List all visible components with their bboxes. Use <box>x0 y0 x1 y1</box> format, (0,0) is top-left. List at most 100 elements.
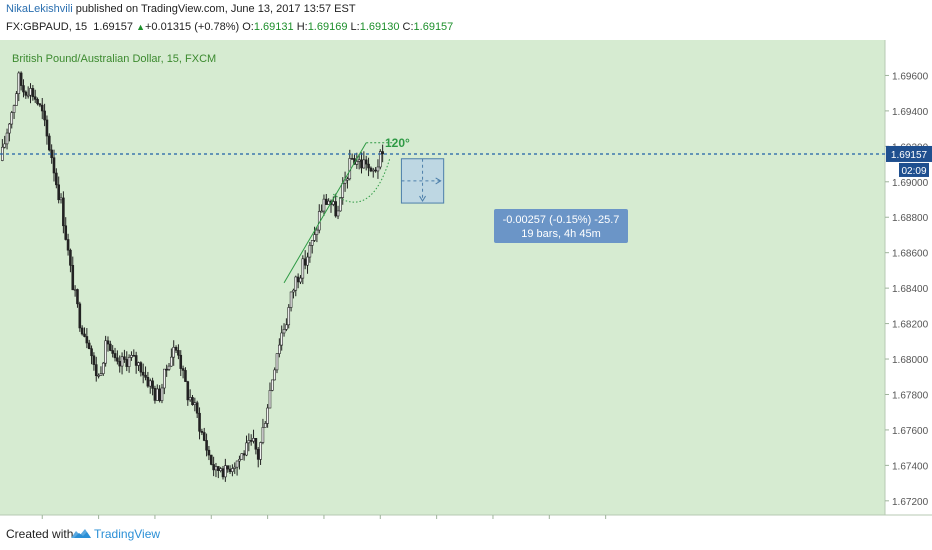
y-tick-label: 1.69400 <box>892 107 929 118</box>
candle <box>125 351 129 372</box>
candle <box>285 318 288 332</box>
candle <box>148 378 152 394</box>
tradingview-logo-icon[interactable] <box>70 526 92 542</box>
candle <box>259 441 262 465</box>
candle <box>111 345 114 358</box>
candle-body <box>362 159 366 169</box>
high-label: H: <box>296 21 308 33</box>
candle-body <box>263 423 267 428</box>
candle <box>12 104 16 119</box>
candle-body <box>343 179 347 184</box>
candle-body <box>78 303 82 329</box>
y-tick-label: 1.67600 <box>892 426 929 437</box>
candle <box>127 354 131 373</box>
countdown-box <box>899 162 929 177</box>
candle-body <box>177 350 180 356</box>
candle <box>101 361 105 376</box>
candle <box>320 204 323 213</box>
candle <box>137 361 140 372</box>
candle-body <box>24 91 28 96</box>
candle <box>226 465 230 473</box>
candle <box>10 110 14 129</box>
drawings[interactable]: 120° -0.00257 (-0.15%) -25.7 19 bars, 4h 4… <box>0 136 932 284</box>
candle <box>198 407 201 440</box>
candle <box>212 456 215 477</box>
candle <box>15 91 18 106</box>
candle-body <box>111 350 114 354</box>
candle <box>36 97 39 106</box>
candle <box>360 152 363 174</box>
candle-body <box>26 94 30 97</box>
candle-body <box>45 119 49 137</box>
candle <box>193 397 197 412</box>
trend-line[interactable] <box>283 142 367 284</box>
candle-body <box>64 225 68 240</box>
candle-body <box>360 159 363 169</box>
candle-body <box>322 198 326 212</box>
candle <box>219 466 222 473</box>
candle <box>233 462 237 474</box>
tradingview-brand[interactable]: TradingView <box>94 527 161 541</box>
candle-body <box>151 380 154 389</box>
candle <box>292 288 295 299</box>
candle-body <box>97 375 100 377</box>
candle-body <box>341 182 345 198</box>
candle <box>52 149 56 182</box>
candle-body <box>266 407 269 424</box>
candle <box>188 389 192 402</box>
last-price: 1.69157 <box>93 21 133 33</box>
candle <box>123 349 126 363</box>
candle <box>3 135 6 149</box>
candle-body <box>273 369 276 381</box>
candle <box>163 368 166 395</box>
candle-body <box>99 373 103 376</box>
candle-body <box>94 364 98 377</box>
candle-body <box>71 265 75 291</box>
candle <box>40 97 44 120</box>
candle <box>118 355 122 373</box>
candle <box>268 382 272 409</box>
candle-body <box>320 210 323 213</box>
candle <box>181 365 185 379</box>
candle <box>8 122 11 142</box>
candle <box>301 255 305 285</box>
candle <box>369 166 373 173</box>
candle-body <box>116 357 119 362</box>
candle-body <box>47 135 51 151</box>
candle <box>275 353 279 374</box>
candle <box>174 345 178 353</box>
candle <box>47 133 51 152</box>
trend-angle-arc <box>333 158 391 203</box>
candle-body <box>57 184 60 201</box>
candle-body <box>85 336 89 344</box>
candle-body <box>334 201 337 217</box>
candle <box>62 191 65 234</box>
candle-body <box>226 465 230 470</box>
candle-body <box>134 355 138 366</box>
plot-area[interactable] <box>0 40 885 515</box>
candle <box>282 323 286 337</box>
candle-body <box>254 438 258 450</box>
price-chart[interactable]: 1.696001.694001.692001.690001.688001.686… <box>0 40 932 520</box>
candle-body <box>3 143 6 148</box>
candles <box>1 71 384 482</box>
candle <box>374 167 377 173</box>
candle <box>224 458 227 482</box>
candle <box>97 373 100 379</box>
author-link[interactable]: NikaLekishvili <box>6 3 73 15</box>
candle-body <box>125 359 129 367</box>
candle <box>315 227 319 243</box>
candle-body <box>80 327 84 335</box>
candle-body <box>303 258 307 266</box>
candle-body <box>369 167 373 172</box>
candle <box>261 418 265 445</box>
candle <box>139 361 143 377</box>
candle <box>245 435 248 457</box>
candle <box>167 362 171 371</box>
candle-body <box>214 466 218 471</box>
candle-body <box>364 159 368 165</box>
candle <box>346 176 349 189</box>
price-axis[interactable] <box>885 40 932 515</box>
candle <box>240 453 244 460</box>
candle <box>367 157 370 177</box>
